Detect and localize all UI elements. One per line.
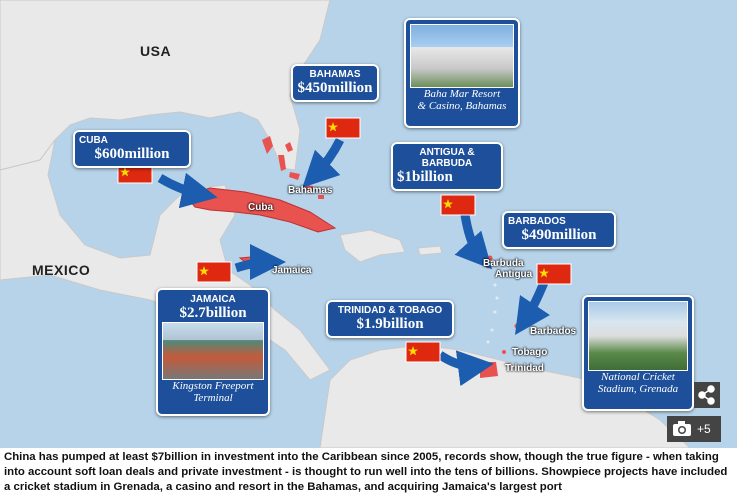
callout: CUBA $600million (73, 130, 191, 168)
country-label: MEXICO (32, 262, 91, 278)
callout-title: CUBA (79, 135, 108, 146)
gallery-count: +5 (697, 422, 711, 436)
callout-title: ANTIGUA & BARBUDA (419, 147, 475, 169)
hispaniola (339, 229, 406, 263)
callout-title: BARBADOS (508, 216, 566, 227)
gallery-button[interactable]: +5 (667, 416, 721, 442)
place-label: Cuba (248, 202, 273, 213)
photo-card: National Cricket Stadium, Grenada (582, 295, 694, 411)
photo-caption: National Cricket (601, 371, 675, 383)
place-label: Tobago (512, 347, 548, 358)
callout-title: BAHAMAS (309, 69, 361, 80)
puerto-rico (417, 245, 443, 256)
callout: BAHAMAS $450million (291, 64, 379, 102)
photo (162, 322, 264, 380)
place-label: Bahamas (288, 185, 333, 196)
photo-card: Baha Mar Resort & Casino, Bahamas (404, 18, 520, 128)
photo (410, 24, 514, 88)
photo-caption: Kingston Freeport (172, 380, 254, 392)
photo-caption: Stadium, Grenada (597, 383, 679, 395)
photo-caption: Terminal (193, 392, 233, 404)
photo-caption: Baha Mar Resort (423, 88, 501, 100)
place-label: Jamaica (272, 265, 312, 276)
place-label: Trinidad (505, 363, 544, 374)
cuba (184, 187, 337, 233)
callout-amount: $450million (297, 80, 373, 96)
place-label: Antigua (495, 269, 533, 280)
place-label: Barbuda (483, 258, 524, 269)
share-icon (698, 385, 715, 405)
callout-amount: $490million (521, 227, 597, 243)
callout-amount: $2.7billion (179, 305, 247, 321)
photo-caption: & Casino, Bahamas (417, 100, 507, 112)
share-button[interactable] (694, 382, 720, 408)
callout-amount: $1.9billion (356, 316, 424, 332)
caption: China has pumped at least $7billion in i… (4, 451, 728, 493)
camera-icon (673, 421, 691, 436)
country-label: USA (140, 43, 172, 59)
photo-card: JAMAICA $2.7billion Kingston Freeport Te… (156, 288, 270, 416)
callout-amount: $1billion (397, 169, 453, 185)
callout-amount: $600million (94, 146, 170, 162)
callout-title: JAMAICA (190, 294, 236, 305)
south-america (319, 344, 691, 448)
callout: BARBADOS $490million (502, 211, 616, 249)
callout: ANTIGUA & BARBUDA $1billion (391, 142, 503, 191)
lesser-antilles (393, 283, 499, 359)
callout-title: TRINIDAD & TOBAGO (337, 305, 443, 316)
photo (588, 301, 688, 371)
callout: TRINIDAD & TOBAGO $1.9billion (326, 300, 454, 338)
arrows (157, 137, 550, 387)
place-label: Barbados (530, 326, 577, 337)
